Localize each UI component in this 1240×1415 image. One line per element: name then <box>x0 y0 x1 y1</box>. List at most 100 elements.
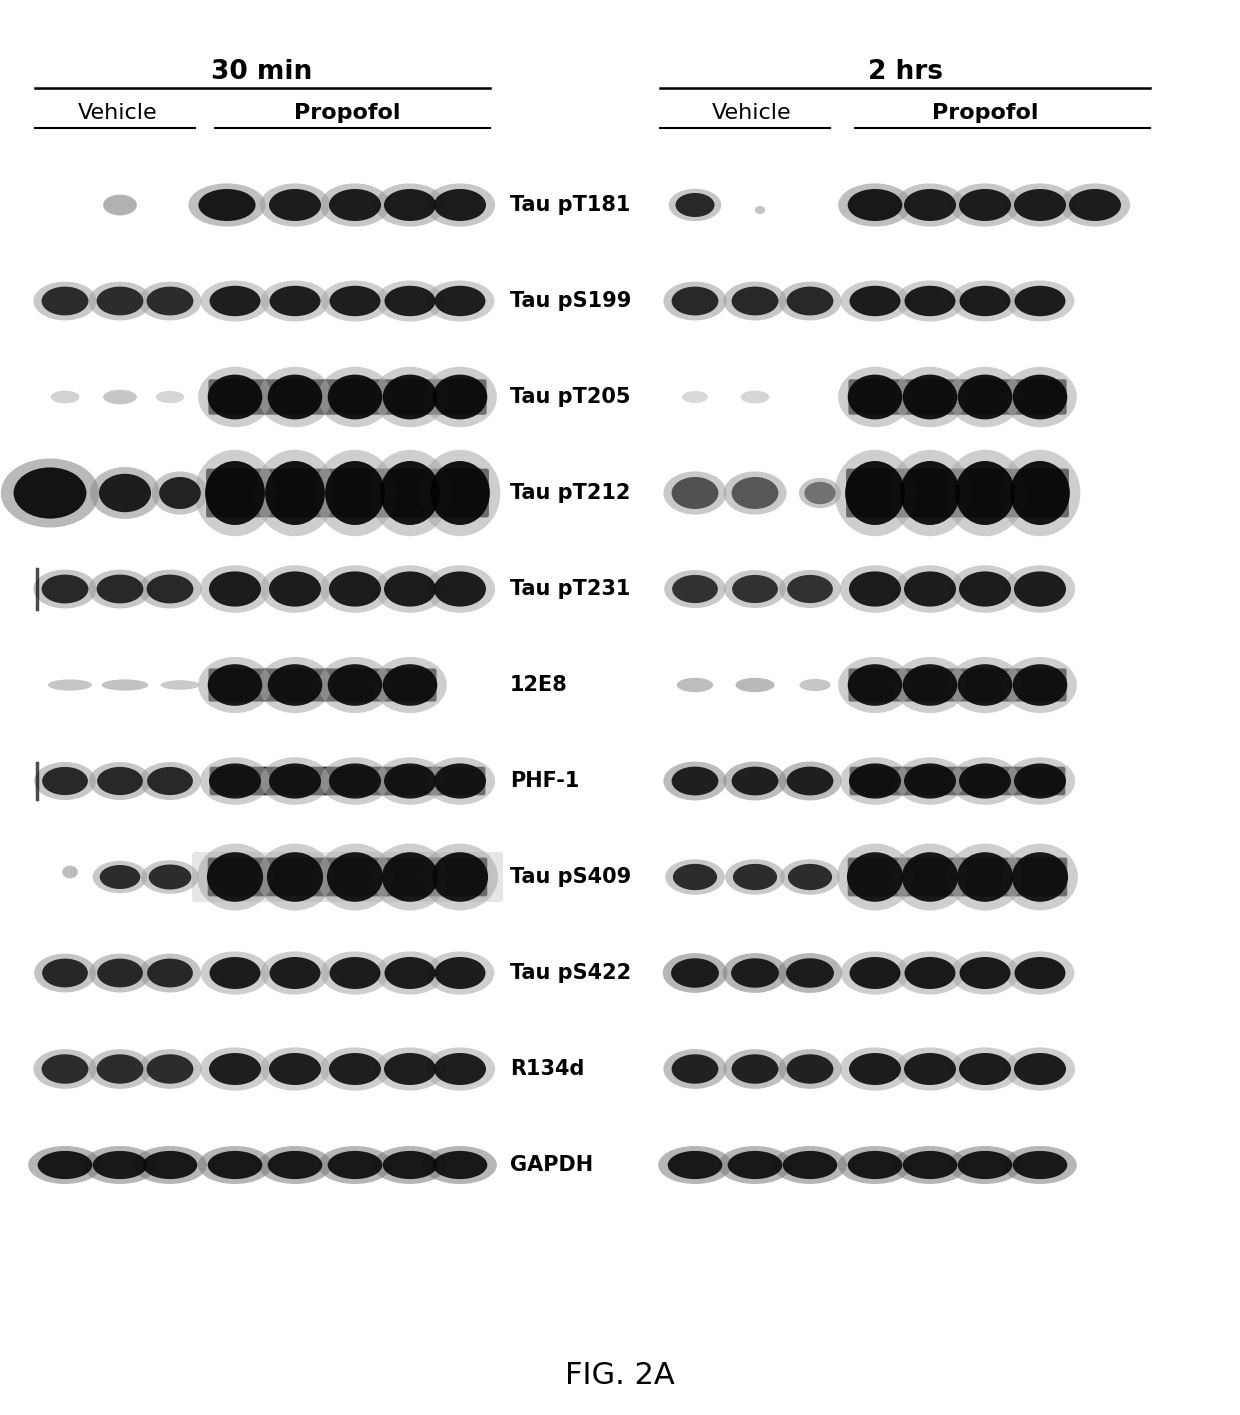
Ellipse shape <box>663 471 727 515</box>
Ellipse shape <box>330 957 381 989</box>
Ellipse shape <box>260 1047 330 1091</box>
Ellipse shape <box>665 570 725 608</box>
Ellipse shape <box>672 574 718 603</box>
Ellipse shape <box>42 1054 88 1084</box>
Ellipse shape <box>786 958 835 988</box>
Ellipse shape <box>35 763 95 799</box>
Ellipse shape <box>268 1150 322 1179</box>
Ellipse shape <box>723 954 787 993</box>
Text: Tau pS409: Tau pS409 <box>510 867 631 887</box>
Ellipse shape <box>433 1150 487 1179</box>
Ellipse shape <box>1003 366 1076 427</box>
Ellipse shape <box>957 852 1013 901</box>
Ellipse shape <box>42 287 88 316</box>
Ellipse shape <box>200 757 270 805</box>
Ellipse shape <box>89 954 151 992</box>
Ellipse shape <box>837 843 913 910</box>
Ellipse shape <box>904 1053 956 1085</box>
Ellipse shape <box>1004 1047 1075 1091</box>
Ellipse shape <box>838 657 911 713</box>
Ellipse shape <box>434 190 486 221</box>
Ellipse shape <box>892 843 968 910</box>
Ellipse shape <box>269 1053 321 1085</box>
Ellipse shape <box>51 391 79 403</box>
Ellipse shape <box>423 1146 497 1184</box>
Ellipse shape <box>960 957 1011 989</box>
Ellipse shape <box>384 572 436 607</box>
Ellipse shape <box>950 184 1021 226</box>
Ellipse shape <box>425 565 495 613</box>
Ellipse shape <box>800 679 831 691</box>
Ellipse shape <box>210 957 260 989</box>
Ellipse shape <box>1004 757 1075 805</box>
Ellipse shape <box>848 1150 903 1179</box>
Ellipse shape <box>895 951 965 995</box>
Ellipse shape <box>432 852 489 901</box>
Ellipse shape <box>849 1053 901 1085</box>
Ellipse shape <box>139 954 201 992</box>
Ellipse shape <box>955 461 1014 525</box>
Ellipse shape <box>188 184 265 226</box>
Ellipse shape <box>895 565 965 613</box>
Ellipse shape <box>210 764 260 798</box>
Ellipse shape <box>148 958 193 988</box>
Ellipse shape <box>779 570 841 608</box>
Ellipse shape <box>1003 1146 1076 1184</box>
Ellipse shape <box>662 954 728 993</box>
Ellipse shape <box>139 282 202 320</box>
FancyBboxPatch shape <box>846 468 1069 518</box>
Ellipse shape <box>732 958 779 988</box>
Ellipse shape <box>374 565 445 613</box>
Ellipse shape <box>315 450 396 536</box>
Ellipse shape <box>849 572 901 607</box>
Ellipse shape <box>198 657 272 713</box>
Ellipse shape <box>672 767 718 795</box>
Ellipse shape <box>327 664 382 706</box>
Ellipse shape <box>327 1150 382 1179</box>
Ellipse shape <box>951 280 1019 321</box>
Ellipse shape <box>959 190 1011 221</box>
Ellipse shape <box>947 843 1023 910</box>
Ellipse shape <box>959 572 1011 607</box>
Ellipse shape <box>143 1150 197 1179</box>
Ellipse shape <box>723 282 786 320</box>
Ellipse shape <box>723 471 786 515</box>
Ellipse shape <box>732 574 777 603</box>
Text: FIG. 2A: FIG. 2A <box>565 1360 675 1390</box>
FancyBboxPatch shape <box>208 668 436 702</box>
Ellipse shape <box>383 375 438 419</box>
Ellipse shape <box>671 958 719 988</box>
Ellipse shape <box>141 860 198 894</box>
Text: GAPDH: GAPDH <box>510 1155 593 1174</box>
Ellipse shape <box>329 190 381 221</box>
Ellipse shape <box>849 764 901 798</box>
Ellipse shape <box>373 366 446 427</box>
Ellipse shape <box>149 865 191 890</box>
Ellipse shape <box>373 657 446 713</box>
Ellipse shape <box>153 471 208 515</box>
Ellipse shape <box>1006 280 1074 321</box>
Ellipse shape <box>668 188 722 221</box>
Ellipse shape <box>430 461 490 525</box>
Ellipse shape <box>210 1053 260 1085</box>
Ellipse shape <box>260 184 330 226</box>
Ellipse shape <box>267 852 324 901</box>
Ellipse shape <box>207 375 263 419</box>
FancyBboxPatch shape <box>206 468 489 518</box>
Ellipse shape <box>327 852 383 901</box>
Ellipse shape <box>1013 664 1068 706</box>
FancyBboxPatch shape <box>848 857 1068 896</box>
Ellipse shape <box>258 1146 332 1184</box>
Ellipse shape <box>848 190 903 221</box>
Ellipse shape <box>103 389 136 405</box>
Ellipse shape <box>945 450 1025 536</box>
Ellipse shape <box>839 1047 910 1091</box>
Text: 12E8: 12E8 <box>510 675 568 695</box>
Ellipse shape <box>93 860 148 893</box>
Ellipse shape <box>99 474 151 512</box>
Ellipse shape <box>904 286 956 316</box>
Ellipse shape <box>269 764 321 798</box>
Ellipse shape <box>999 450 1080 536</box>
Ellipse shape <box>329 572 381 607</box>
Ellipse shape <box>434 572 486 607</box>
